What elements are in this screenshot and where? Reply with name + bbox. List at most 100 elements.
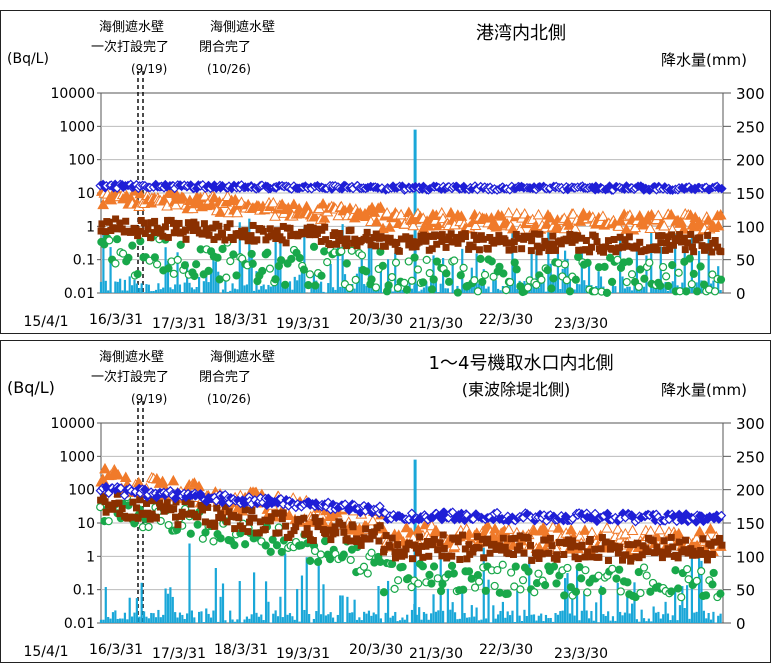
point-brown	[303, 525, 311, 533]
point-blue	[716, 183, 727, 194]
annotation-1-date: (9/19)	[131, 62, 167, 76]
point-orange	[170, 198, 182, 210]
point-green	[646, 587, 655, 596]
point-brown	[597, 545, 605, 553]
x-tick-label: 17/3/31	[152, 646, 206, 662]
point-brown	[615, 543, 623, 551]
point-green	[693, 287, 702, 296]
point-green	[414, 579, 423, 588]
point-brown	[375, 537, 383, 545]
point-brown	[599, 248, 607, 256]
point-brown	[286, 224, 294, 232]
point-brown	[705, 243, 713, 251]
point-green	[624, 257, 634, 266]
point-brown	[574, 232, 582, 240]
y2-tick-label: 0	[736, 285, 746, 303]
point-brown	[636, 238, 644, 246]
point-green	[429, 275, 438, 284]
point-orange	[552, 522, 565, 533]
point-brown	[461, 545, 469, 553]
point-green	[180, 261, 190, 270]
point-brown	[680, 546, 688, 554]
point-brown	[452, 534, 460, 542]
point-green	[554, 259, 563, 268]
point-brown	[292, 523, 300, 531]
point-brown	[425, 552, 433, 560]
point-brown	[199, 506, 207, 514]
point-brown	[231, 525, 239, 533]
point-brown	[97, 227, 105, 235]
point-orange	[374, 201, 387, 212]
point-green	[667, 587, 676, 596]
point-brown	[215, 513, 223, 521]
point-green	[323, 258, 332, 267]
point-brown	[693, 550, 701, 558]
point-brown	[402, 545, 410, 553]
point-green	[425, 570, 434, 579]
point-green	[164, 264, 173, 273]
point-orange	[540, 218, 553, 229]
point-brown	[144, 509, 152, 517]
point-brown	[301, 530, 309, 538]
point-green	[571, 587, 581, 596]
point-green	[232, 271, 241, 280]
point-brown	[98, 220, 106, 228]
point-green	[487, 257, 496, 266]
point-brown	[146, 515, 154, 523]
point-brown	[498, 546, 506, 554]
point-brown	[593, 238, 601, 246]
point-brown	[140, 219, 148, 227]
point-brown	[214, 233, 222, 241]
point-green	[607, 277, 617, 287]
point-brown	[326, 241, 334, 249]
point-green	[311, 281, 320, 290]
point-brown	[505, 550, 513, 558]
point-green	[112, 235, 122, 244]
point-brown	[669, 543, 677, 551]
point-brown	[664, 545, 672, 553]
point-brown	[675, 538, 683, 546]
point-green	[204, 266, 213, 275]
point-brown	[409, 238, 417, 246]
point-brown	[546, 534, 554, 542]
point-green	[367, 275, 376, 284]
point-brown	[541, 237, 549, 245]
point-green	[436, 586, 446, 596]
y-tick-label: 10	[77, 186, 95, 202]
point-brown	[586, 248, 594, 256]
point-brown	[501, 543, 509, 551]
point-brown	[343, 242, 351, 250]
y-tick-label: 10000	[50, 86, 95, 102]
point-green	[306, 556, 315, 566]
point-brown	[696, 234, 704, 242]
point-brown	[149, 497, 157, 505]
point-brown	[309, 224, 317, 232]
point-brown	[109, 505, 117, 513]
point-brown	[279, 509, 287, 517]
point-green	[133, 270, 142, 279]
point-brown	[650, 549, 658, 557]
point-brown	[333, 240, 341, 248]
point-brown	[266, 517, 274, 525]
point-green	[402, 285, 412, 294]
point-brown	[282, 239, 290, 247]
point-orange	[317, 198, 329, 209]
point-brown	[452, 233, 460, 241]
point-green	[524, 567, 533, 576]
point-brown	[174, 521, 182, 529]
point-brown	[469, 548, 477, 556]
y2-tick-label: 50	[736, 582, 755, 600]
point-blue	[217, 497, 228, 508]
point-brown	[608, 245, 616, 253]
point-brown	[175, 219, 183, 227]
point-brown	[669, 241, 677, 249]
point-brown	[661, 246, 669, 254]
point-orange	[318, 212, 331, 223]
point-brown	[461, 233, 469, 241]
point-green	[376, 557, 385, 566]
point-orange	[544, 211, 557, 223]
point-brown	[701, 246, 709, 254]
point-brown	[586, 535, 594, 543]
y-tick-label: 100	[68, 483, 95, 499]
chart-panel-intake-north: 1～4号機取水口内北側 (東波除堤北側) (Bq/L) 降水量(mm) 海側遮水壁 一次打…	[0, 340, 771, 663]
